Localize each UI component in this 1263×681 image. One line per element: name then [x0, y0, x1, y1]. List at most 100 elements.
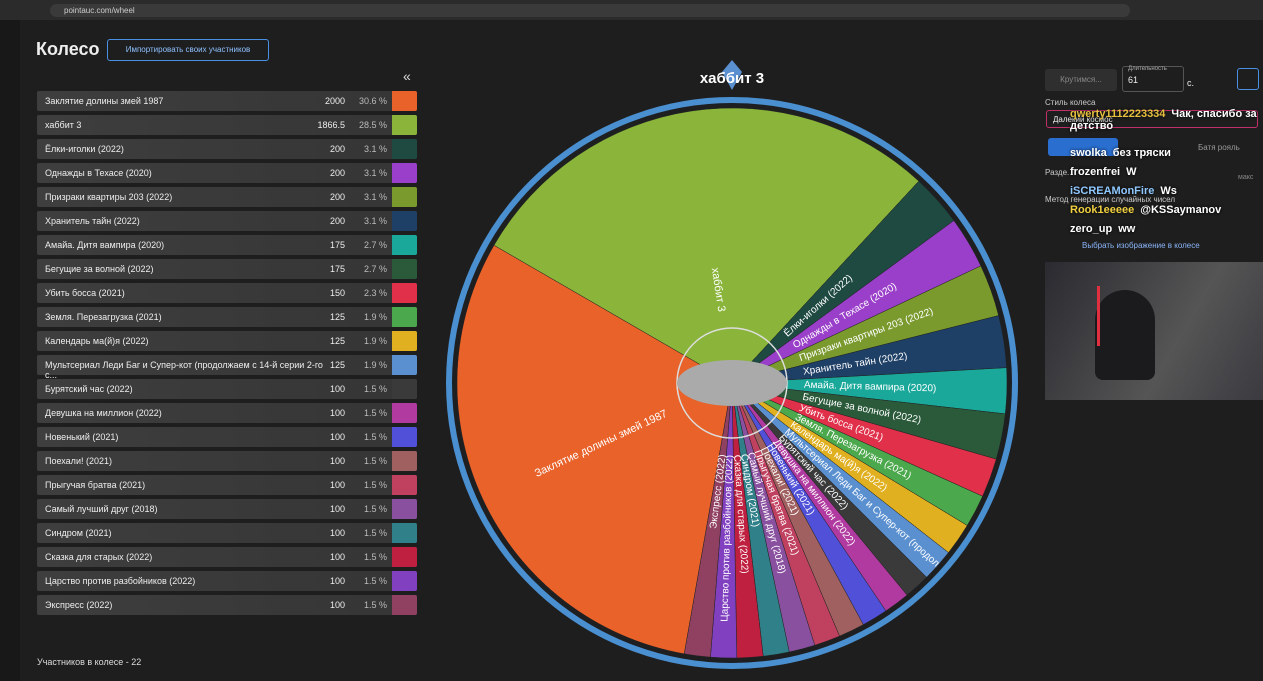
participant-percent: 1.5 % [363, 384, 387, 394]
participant-row: Девушка на миллион (2022) 100 1.5 % [37, 403, 417, 423]
spin-button[interactable]: Крутимся... [1045, 69, 1117, 91]
split-label: Разде... [1045, 168, 1074, 177]
participant-name: Прыгучая братва (2021) [45, 480, 146, 490]
pointer [722, 60, 742, 90]
participant-row: Мультсериал Леди Баг и Супер-кот (продол… [37, 355, 417, 380]
winner: хаббит 3 [700, 70, 764, 87]
duration-input[interactable] [1122, 66, 1184, 92]
chat-user: zero_up [1070, 223, 1113, 235]
participant-percent: 1.9 % [363, 336, 387, 346]
tab-active[interactable] [1048, 138, 1118, 156]
participant-row: Земля. Перезагрузка (2021) 125 1.9 % [37, 307, 417, 327]
chat-text: Ws [1160, 185, 1177, 197]
webcam [1045, 262, 1263, 400]
participant-row: Поехали! (2021) 100 1.5 % [37, 451, 417, 471]
participant-tag [392, 355, 417, 375]
participant-amount: 100 [329, 480, 345, 490]
participant-name: Ёлки-иголки (2022) [45, 144, 124, 154]
participant-name: Амайа. Дитя вампира (2020) [45, 240, 165, 250]
music-button[interactable] [1237, 68, 1259, 90]
webcam-person [1095, 290, 1155, 380]
participant-amount: 100 [329, 384, 345, 394]
participant-tag [392, 403, 417, 423]
participant-tag [392, 211, 417, 231]
participant-amount: 125 [329, 336, 345, 346]
participant-name: Новенький (2021) [45, 432, 119, 442]
participant-amount: 100 [329, 432, 345, 442]
participant-row: Заклятие долины змей 1987 2000 30.6 % [37, 91, 417, 111]
participant-name: хаббит 3 [45, 120, 82, 130]
participant-row: Царство против разбойников (2022) 100 1.5 … [37, 571, 417, 591]
participant-row: Ёлки-иголки (2022) 200 3.1 % [37, 139, 417, 159]
participant-amount: 100 [329, 600, 345, 610]
chat-user: qwerty1112223334 [1070, 108, 1166, 120]
participant-percent: 3.1 % [363, 216, 387, 226]
participant-name: Поехали! (2021) [45, 456, 112, 466]
participant-percent: 2.3 % [363, 288, 387, 298]
participant-name: Однажды в Техасе (2020) [45, 168, 152, 178]
participant-name: Царство против разбойников (2022) [45, 576, 196, 586]
participant-amount: 175 [329, 264, 345, 274]
chat-user: Rook1eeeee [1070, 204, 1135, 216]
participant-amount: 200 [329, 216, 345, 226]
duration-unit: с. [1187, 78, 1195, 88]
participant-tag [392, 331, 417, 351]
participant-tag [392, 379, 417, 399]
participant-percent: 1.5 % [363, 576, 387, 586]
participant-percent: 1.5 % [363, 432, 387, 442]
participant-amount: 200 [329, 192, 345, 202]
participant-tag [392, 307, 417, 327]
participant-amount: 125 [329, 312, 345, 322]
participant-row: Призраки квартиры 203 (2022) 200 3.1 % [37, 187, 417, 207]
participant-tag [392, 91, 417, 111]
participant-row: Прыгучая братва (2021) 100 1.5 % [37, 475, 417, 495]
participant-percent: 1.5 % [363, 528, 387, 538]
chat-text: Чак, спасибо за детство [1070, 108, 1257, 132]
participant-name: Призраки квартиры 203 (2022) [45, 192, 173, 202]
participant-amount: 100 [329, 504, 345, 514]
chat-user: frozenfrei [1070, 166, 1121, 178]
address-bar[interactable] [50, 4, 1130, 17]
participant-percent: 1.5 % [363, 480, 387, 490]
duration-value: 61 [1128, 75, 1139, 85]
participant-percent: 2.7 % [363, 240, 387, 250]
participant-percent: 1.9 % [363, 312, 387, 322]
participant-name: Экспресс (2022) [45, 600, 113, 610]
participant-row: Синдром (2021) 100 1.5 % [37, 523, 417, 543]
slice-label: Амайа. Дитя вампира (2020) [804, 380, 937, 395]
chat-message: swolka без тряски [1070, 147, 1260, 159]
participant-tag [392, 523, 417, 543]
participant-tag [392, 259, 417, 279]
participant-amount: 100 [329, 528, 345, 538]
participant-name: Сказка для старых (2022) [45, 552, 153, 562]
chat-text: без тряски [1112, 147, 1171, 159]
chat-message: iSCREAMonFire Ws [1070, 185, 1260, 197]
participant-row: Амайа. Дитя вампира (2020) 175 2.7 % [37, 235, 417, 255]
participant-amount: 200 [329, 144, 345, 154]
tab[interactable]: Батя рояль [1198, 143, 1240, 152]
participant-percent: 2.7 % [363, 264, 387, 274]
chat-text: W [1126, 166, 1137, 178]
collapse-button[interactable]: « [403, 68, 411, 84]
url: pointauc.com/wheel [64, 6, 135, 15]
participant-percent: 3.1 % [363, 192, 387, 202]
chat-message: Rook1eeeee @KSSaymanov [1070, 204, 1260, 216]
image-link[interactable]: Выбрать изображение в колесе [1082, 241, 1200, 250]
participant-amount: 125 [329, 360, 345, 370]
chat-user: swolka [1070, 147, 1107, 159]
webcam-light [1097, 286, 1100, 346]
max-label: макс [1238, 174, 1254, 181]
participant-name: Бурятский час (2022) [45, 384, 133, 394]
participant-row: Экспресс (2022) 100 1.5 % [37, 595, 417, 615]
participant-percent: 1.9 % [363, 360, 387, 370]
style-select[interactable]: Далекий космос [1046, 110, 1258, 128]
participant-row: Самый лучший друг (2018) 100 1.5 % [37, 499, 417, 519]
import-button[interactable]: Импортировать своих участников [107, 39, 269, 61]
participant-name: Хранитель тайн (2022) [45, 216, 140, 226]
participant-row: Бурятский час (2022) 100 1.5 % [37, 379, 417, 399]
participant-percent: 28.5 % [358, 120, 387, 130]
participant-tag [392, 427, 417, 447]
participant-tag [392, 163, 417, 183]
chat-text: ww [1118, 223, 1136, 235]
participant-percent: 1.5 % [363, 552, 387, 562]
